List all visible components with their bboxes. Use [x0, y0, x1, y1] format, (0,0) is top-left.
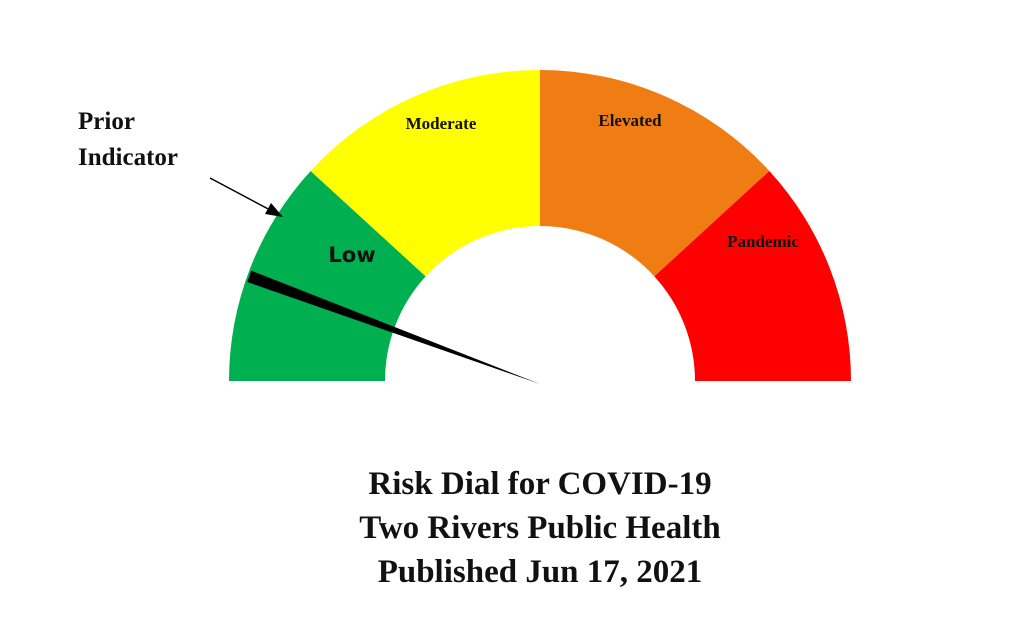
segment-label-low: Low [328, 243, 375, 267]
segment-elevated [540, 70, 770, 277]
title-line-2: Two Rivers Public Health [359, 510, 721, 546]
segment-label-pandemic: Pandemic [727, 232, 799, 251]
segment-pandemic [654, 170, 851, 381]
title-line-1: Risk Dial for COVID-19 [368, 466, 712, 502]
prior-indicator-annotation: Prior Indicator [78, 104, 178, 176]
needle [247, 270, 540, 384]
annotation-line-2: Indicator [78, 144, 178, 171]
title-line-3: Published Jun 17, 2021 [377, 554, 703, 590]
segment-label-elevated: Elevated [598, 111, 662, 130]
annotation-line-1: Prior [78, 108, 135, 135]
segment-label-moderate: Moderate [406, 114, 477, 133]
segment-low [229, 170, 426, 381]
prior-indicator-arrowhead [265, 203, 283, 217]
prior-indicator-arrow [209, 177, 273, 212]
segment-moderate [310, 70, 540, 277]
chart-title: Risk Dial for COVID-19 Two Rivers Public… [0, 462, 1024, 594]
